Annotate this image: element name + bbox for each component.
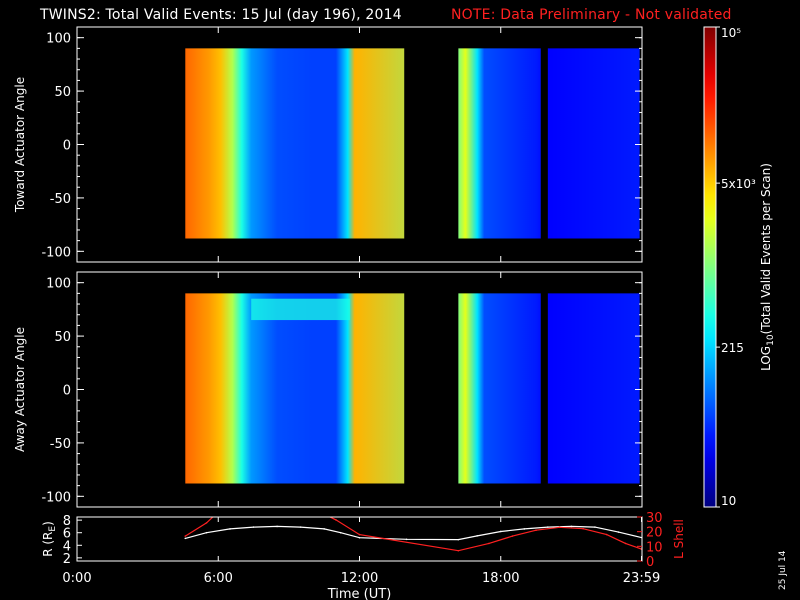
ephemeris-frame — [76, 516, 643, 562]
lshell-axis-label: L Shell — [672, 519, 686, 559]
lshell-point — [358, 533, 361, 536]
y-tick-label: 0 — [63, 384, 71, 399]
r-label-sub: E — [48, 526, 58, 532]
time-tick-label: 12:00 — [341, 571, 378, 586]
data-gap-1 — [404, 292, 459, 485]
radius-point — [547, 526, 549, 528]
lshell-point — [184, 535, 187, 537]
lshell-point — [323, 513, 325, 515]
lshell-tick-label: 20 — [646, 526, 663, 541]
r-tick-label: 2 — [63, 552, 71, 567]
time-tick-label: 0:00 — [62, 571, 91, 586]
y-tick-label: 100 — [46, 277, 71, 292]
colorbar-label-part: LOG — [759, 346, 773, 371]
y-tick-label: -100 — [41, 490, 71, 505]
data-gap-2 — [540, 47, 548, 240]
radius-point — [229, 528, 231, 530]
lshell-point — [511, 535, 514, 537]
data-gap-1 — [404, 47, 459, 240]
r-tick-label: 6 — [63, 527, 71, 542]
radius-point — [252, 526, 255, 528]
radius-point — [570, 525, 573, 528]
radius-point — [476, 535, 479, 537]
colorbar-tick-label: 215 — [721, 341, 744, 355]
radius-point — [499, 530, 502, 533]
radius-point — [523, 528, 526, 530]
radius-point — [358, 536, 361, 539]
radius-point — [299, 526, 302, 528]
data-gap-2 — [540, 292, 548, 485]
y-axis-label: Toward Actuator Angle — [13, 77, 27, 213]
y-tick-label: 100 — [46, 32, 71, 47]
colorbar-label: LOG10(Total Valid Events per Scan) — [759, 163, 776, 371]
colorbar-label-sub: 10 — [766, 334, 776, 346]
radius-point — [405, 538, 408, 541]
time-tick-label: 18:00 — [482, 571, 519, 586]
colorbar-tick-label: 10⁵ — [721, 26, 741, 40]
heatmap-panel-1: -100 -50 0 50 100 Toward Actuator Angle — [13, 26, 643, 263]
enhanced-band-1 — [251, 298, 351, 321]
y-tick-label: -50 — [50, 192, 71, 207]
radius-point — [323, 528, 325, 530]
lshell-point — [488, 542, 490, 545]
time-tick-label: 23:59 — [623, 571, 660, 586]
lshell-point — [205, 522, 208, 524]
y-tick-label: 50 — [54, 330, 71, 345]
data-warning-note: NOTE: Data Preliminary - Not validated — [451, 7, 732, 23]
r-axis-label: R (RE) — [41, 521, 58, 557]
heatmap-panel-2: -100 -50 0 50 100 Away Actuator Angle — [13, 271, 643, 508]
lshell-point — [535, 529, 537, 531]
y-axis-label: Away Actuator Angle — [13, 327, 27, 452]
colorbar-tick-label: 10 — [721, 494, 736, 508]
r-label-part: R (R — [41, 532, 55, 557]
y-tick-label: -100 — [41, 245, 71, 260]
date-stamp: 25 Jul 14 — [778, 550, 788, 591]
lshell-line — [184, 517, 642, 552]
lshell-point — [215, 513, 217, 515]
lshell-point — [605, 533, 608, 536]
radius-point — [184, 537, 187, 540]
radius-point — [457, 538, 460, 541]
radius-point — [617, 531, 620, 533]
lshell-tick-label: 10 — [646, 540, 663, 555]
radius-point — [276, 525, 278, 528]
lshell-point — [335, 519, 337, 521]
r-label-part: ) — [41, 521, 55, 526]
lshell-point — [457, 549, 460, 552]
y-tick-label: 50 — [54, 85, 71, 100]
colorbar-scale — [703, 26, 717, 508]
r-tick-label: 4 — [63, 539, 71, 554]
chart-title: TWINS2: Total Valid Events: 15 Jul (day … — [40, 7, 402, 23]
radius-point — [594, 526, 596, 528]
lshell-tick-label: 0 — [646, 555, 654, 570]
time-tick-label: 6:00 — [204, 571, 233, 586]
radius-point — [339, 531, 342, 534]
colorbar-tick-label: 5x10³ — [721, 177, 756, 191]
x-axis-label: Time (UT) — [327, 587, 392, 600]
lshell-point — [558, 526, 561, 529]
y-tick-label: -50 — [50, 437, 71, 452]
lshell-tick-label: 30 — [646, 511, 663, 526]
r-tick-label: 8 — [63, 514, 71, 529]
lshell-point — [582, 527, 584, 530]
radius-point — [205, 531, 208, 534]
colorbar-label-part: (Total Valid Events per Scan) — [759, 163, 773, 334]
y-tick-label: 0 — [63, 139, 71, 154]
lshell-point — [624, 542, 627, 545]
